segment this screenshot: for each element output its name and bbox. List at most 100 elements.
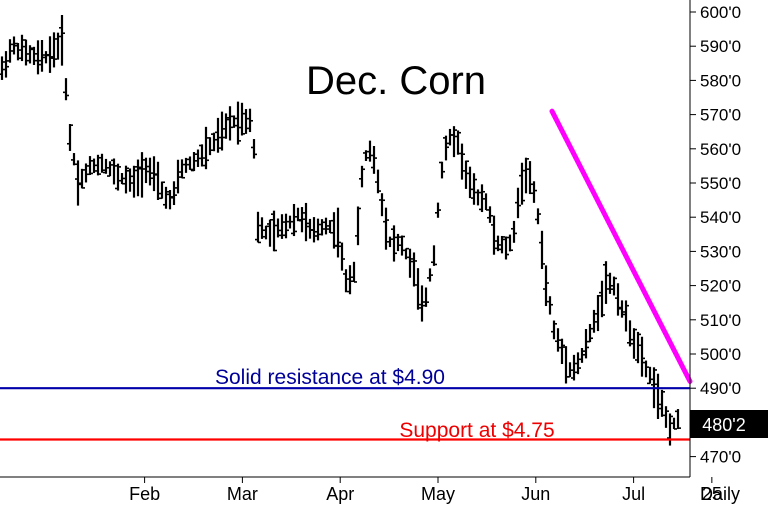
- price-bar: [67, 123, 73, 151]
- price-bar: [31, 46, 37, 65]
- price-bar: [255, 211, 261, 244]
- price-bar: [175, 159, 181, 194]
- price-bar: [391, 225, 397, 262]
- price-bar: [455, 130, 461, 155]
- price-bar: [327, 220, 333, 234]
- price-bar: [515, 187, 521, 219]
- price-bar: [11, 36, 17, 55]
- price-bar: [499, 235, 505, 254]
- price-tick-label: 600'0: [700, 3, 741, 22]
- price-bar: [115, 163, 121, 191]
- price-tick-label: 550'0: [700, 174, 741, 193]
- price-bar: [375, 169, 381, 194]
- price-bar: [259, 217, 265, 239]
- resistance-label: Solid resistance at $4.90: [215, 366, 445, 389]
- price-bar: [323, 217, 329, 235]
- chart-title: Dec. Corn: [306, 59, 486, 103]
- price-bar: [71, 153, 77, 166]
- price-tick-label: 540'0: [700, 208, 741, 227]
- price-bar: [355, 206, 361, 246]
- price-bar: [3, 51, 9, 78]
- price-bar: [75, 160, 81, 206]
- price-bar: [403, 247, 409, 260]
- price-bar: [643, 360, 649, 378]
- price-bar: [627, 320, 633, 347]
- price-bar: [459, 143, 465, 180]
- price-tick-label: 580'0: [700, 71, 741, 90]
- price-bar: [619, 300, 625, 318]
- price-tick-label: 490'0: [700, 379, 741, 398]
- price-bar: [655, 373, 661, 419]
- price-bar: [659, 389, 665, 417]
- price-bar: [415, 268, 421, 310]
- price-bar: [339, 242, 345, 271]
- price-bar: [207, 137, 213, 156]
- price-tick-label: 560'0: [700, 140, 741, 159]
- price-bar: [555, 328, 561, 352]
- price-bar: [315, 218, 321, 241]
- price-bar: [475, 189, 481, 206]
- price-bar: [531, 181, 537, 203]
- price-bar: [215, 117, 221, 153]
- price-bar: [407, 248, 413, 278]
- price-bar: [279, 214, 285, 239]
- price-bar: [639, 336, 645, 377]
- price-bar: [587, 323, 593, 343]
- price-bar: [235, 101, 241, 145]
- price-bar: [483, 193, 489, 211]
- price-bar: [471, 173, 477, 205]
- price-bar: [87, 156, 93, 176]
- time-tick-label: 25: [702, 484, 722, 504]
- time-tick-label: May: [421, 484, 455, 504]
- price-bar: [303, 202, 309, 242]
- price-bar: [291, 203, 297, 237]
- price-bar: [119, 173, 125, 185]
- price-bar: [79, 168, 85, 189]
- price-bar: [171, 181, 177, 206]
- price-bar: [603, 261, 609, 304]
- price-bar: [383, 207, 389, 250]
- price-bar: [519, 162, 525, 205]
- price-bar: [179, 159, 185, 179]
- price-bar: [203, 126, 209, 170]
- period-label: Daily: [700, 484, 740, 504]
- price-bar: [511, 220, 517, 243]
- price-bar: [543, 265, 549, 307]
- price-bar: [527, 161, 533, 195]
- price-bar: [15, 42, 21, 61]
- price-bar: [63, 78, 69, 101]
- price-bar: [551, 320, 557, 340]
- price-tick-label: 590'0: [700, 37, 741, 56]
- price-bar: [615, 283, 621, 316]
- support-label: Support at $4.75: [399, 419, 554, 442]
- price-bar: [419, 285, 425, 322]
- price-bar: [599, 280, 605, 318]
- price-bar: [463, 160, 469, 189]
- price-bar: [199, 144, 205, 167]
- price-bar: [111, 158, 117, 185]
- price-bar: [251, 139, 257, 159]
- price-bar: [275, 218, 281, 238]
- price-bar: [299, 207, 305, 233]
- price-bar: [567, 362, 573, 378]
- price-bar: [91, 158, 97, 174]
- price-bar: [35, 40, 41, 75]
- price-bar: [379, 193, 385, 217]
- price-bar: [223, 113, 229, 139]
- price-bars: [0, 14, 681, 446]
- time-tick-label: Jul: [622, 484, 645, 504]
- down-trendline: [549, 108, 693, 384]
- price-bar: [495, 235, 501, 252]
- price-bar: [359, 165, 365, 188]
- price-bar: [143, 157, 149, 184]
- price-bar: [443, 135, 449, 161]
- price-bar: [487, 206, 493, 223]
- price-bar: [19, 34, 25, 62]
- price-bar: [163, 186, 169, 209]
- price-bar: [243, 109, 249, 134]
- price-bar: [439, 161, 445, 179]
- price-bar: [147, 157, 153, 186]
- price-bar: [663, 406, 669, 428]
- price-bar: [591, 309, 597, 333]
- price-bar: [559, 338, 565, 364]
